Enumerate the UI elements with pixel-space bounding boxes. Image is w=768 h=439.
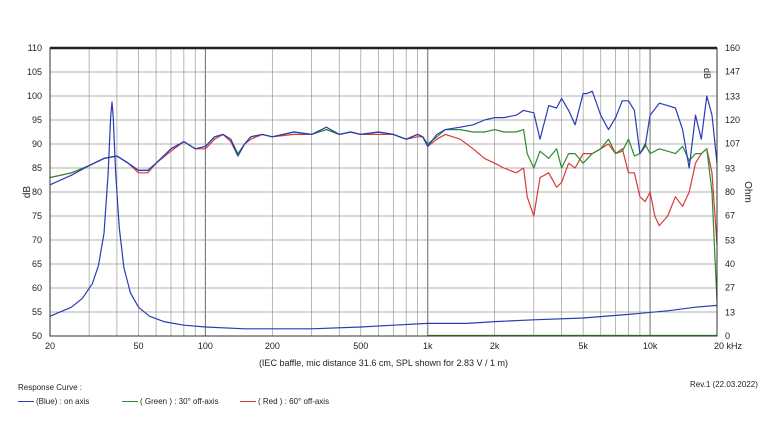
y2-tick-label: 27 (725, 282, 735, 292)
x-tick-label: 200 (265, 341, 280, 351)
y-axis-label: dB (22, 186, 33, 199)
x-tick-label: 2k (490, 341, 500, 351)
y-tick-label: 110 (28, 43, 42, 53)
series-line-2 (49, 129, 718, 245)
y-tick-label: 60 (32, 283, 42, 293)
x-tick-label: 20 kHz (714, 341, 743, 351)
y-tick-label: 70 (32, 235, 42, 245)
y2-tick-label: 80 (725, 187, 735, 197)
y-tick-labels: 110 105 100 95 90 85 80 75 70 65 60 55 50 (27, 43, 42, 341)
y2-tick-label: 40 (725, 259, 735, 269)
series-line-3 (49, 101, 718, 330)
plot-frame (49, 47, 718, 337)
y2-tick-label: 160 (725, 43, 740, 53)
y2-unit-note: dB (702, 68, 712, 79)
legend-label-green: ( Green ) : 30° off-axis (140, 397, 219, 406)
legend-label-red: ( Red ) : 60° off-axis (258, 397, 330, 406)
legend-swatch-red (240, 401, 256, 403)
y2-tick-label: 67 (725, 210, 735, 220)
y2-tick-label: 13 (725, 308, 735, 318)
y2-tick-label: 147 (725, 66, 740, 76)
y2-tick-label: 53 (725, 236, 735, 246)
legend-label-blue: (Blue) : on axis (36, 397, 90, 406)
x-tick-label: 50 (133, 341, 143, 351)
legend-swatch-blue (18, 401, 34, 403)
y-tick-label: 50 (32, 331, 42, 341)
x-tick-labels: 20 50 100 200 500 1k 2k 5k 10k 20 kHz (45, 341, 743, 351)
y-tick-label: 75 (32, 211, 42, 221)
y-tick-label: 55 (32, 307, 42, 317)
x-tick-label: 10k (643, 341, 658, 351)
x-axis-caption: (IEC baffle, mic distance 31.6 cm, SPL s… (259, 358, 508, 368)
legend-title: Response Curve : (18, 383, 83, 392)
y-tick-label: 95 (32, 115, 42, 125)
y2-tick-label: 107 (725, 138, 740, 148)
y-tick-label: 65 (32, 259, 42, 269)
revision-label: Rev.1 (22.03.2022) (690, 380, 758, 389)
y-tick-label: 80 (32, 187, 42, 197)
y2-axis-label: Ohm (742, 181, 753, 203)
y-tick-label: 90 (32, 139, 42, 149)
y-tick-label: 85 (32, 163, 42, 173)
y2-tick-label: 120 (725, 115, 740, 125)
x-tick-label: 100 (198, 341, 213, 351)
y2-tick-labels: 160 147 133 120 107 93 80 67 53 40 27 13 0 (725, 43, 740, 341)
x-tick-label: 500 (353, 341, 368, 351)
series-line-0 (49, 90, 718, 186)
legend-item-blue: (Blue) : on axis (18, 397, 89, 406)
x-tick-label: 1k (423, 341, 433, 351)
legend-item-red: ( Red ) : 60° off-axis (240, 397, 329, 406)
y-tick-label: 105 (27, 67, 42, 77)
y2-tick-label: 0 (725, 331, 730, 341)
y2-tick-label: 133 (725, 92, 740, 102)
legend-swatch-green (122, 401, 138, 403)
y2-tick-label: 93 (725, 164, 735, 174)
x-tick-label: 5k (578, 341, 588, 351)
legend-item-green: ( Green ) : 30° off-axis (122, 397, 219, 406)
curves (49, 90, 718, 337)
x-tick-label: 20 (45, 341, 55, 351)
grid (50, 46, 717, 336)
y-tick-label: 100 (27, 91, 42, 101)
